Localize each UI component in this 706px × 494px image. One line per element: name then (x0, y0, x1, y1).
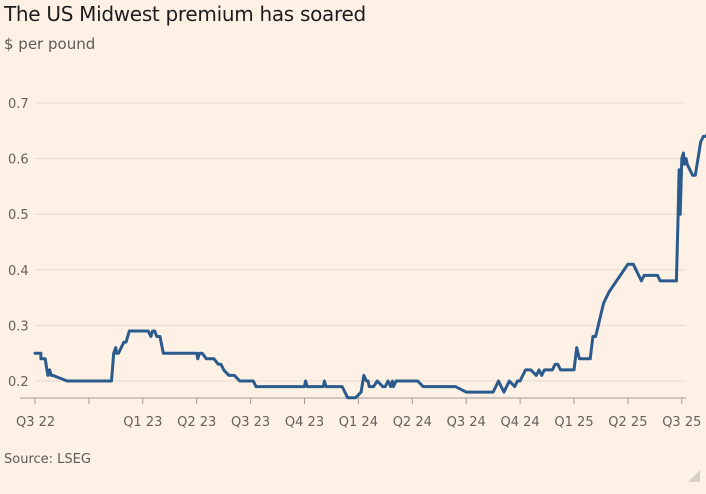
x-tick-label: Q1 25 (554, 415, 593, 430)
resize-corner-icon (688, 470, 700, 482)
y-tick-label: 0.2 (8, 375, 29, 390)
x-tick-label: Q3 22 (16, 415, 55, 430)
source-note: Source: LSEG (4, 452, 91, 467)
x-axis-labels: Q3 22 Q1 23 Q2 23 Q3 23 Q4 23 Q1 24 Q2 24 Q3 24… (16, 415, 701, 430)
y-tick-label: 0.4 (8, 264, 29, 279)
x-tick-label: Q4 23 (285, 415, 324, 430)
x-tick-label: Q3 25 (662, 415, 701, 430)
x-tick-label: Q3 23 (231, 415, 270, 430)
x-tick-label: Q2 24 (393, 415, 432, 430)
y-tick-label: 0.5 (8, 208, 29, 223)
x-tick-label: Q3 24 (447, 415, 486, 430)
chart-subtitle: $ per pound (4, 35, 96, 53)
series-layer (33, 133, 706, 400)
x-tick-label: Q1 24 (339, 415, 378, 430)
x-tick-label: Q4 24 (501, 415, 540, 430)
series-line (33, 133, 706, 400)
y-tick-label: 0.6 (8, 153, 29, 168)
x-tick-label: Q1 23 (123, 415, 162, 430)
chart-title: The US Midwest premium has soared (4, 2, 366, 26)
x-tick-label: Q2 23 (177, 415, 216, 430)
x-tick-label: Q2 25 (608, 415, 647, 430)
y-axis-labels: 0.2 0.3 0.4 0.5 0.6 0.7 (8, 97, 29, 390)
y-tick-label: 0.7 (8, 97, 29, 112)
gridlines (35, 102, 686, 382)
y-tick-label: 0.3 (8, 319, 29, 334)
